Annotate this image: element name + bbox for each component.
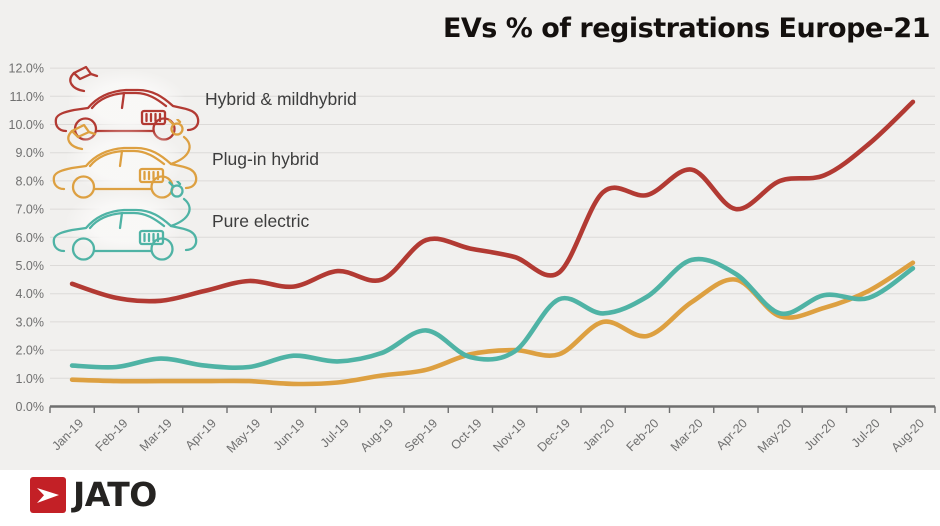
y-tick-label: 11.0% — [9, 90, 44, 104]
x-tick-label: Jul-20 — [849, 416, 883, 450]
x-tick-label: Aug-20 — [889, 416, 927, 454]
series-line-hybrid-mildhybrid — [69, 99, 916, 304]
x-tick-label: Jun-19 — [271, 416, 308, 453]
x-tick-label: Nov-19 — [490, 416, 528, 454]
y-tick-label: 9.0% — [16, 146, 45, 160]
jato-wordmark: JATO — [73, 475, 157, 514]
arrow-glyph — [37, 488, 59, 503]
x-tick-label: May-20 — [755, 416, 794, 455]
x-tick-label: Feb-19 — [93, 416, 131, 454]
x-tick-label: Mar-19 — [137, 416, 175, 454]
y-tick-label: 1.0% — [16, 372, 45, 386]
x-tick-label: Apr-19 — [183, 416, 219, 452]
series-line-pure-electric — [69, 256, 916, 370]
x-tick-label: Jul-19 — [318, 416, 352, 450]
legend-label-plugin-hybrid: Plug-in hybrid — [212, 149, 319, 169]
x-tick-label: Feb-20 — [624, 416, 662, 454]
x-tick-label: Mar-20 — [668, 416, 706, 454]
y-tick-label: 3.0% — [16, 315, 45, 329]
y-tick-label: 12.0% — [9, 62, 44, 76]
x-tick-label: May-19 — [224, 416, 263, 455]
y-tick-label: 7.0% — [16, 203, 45, 217]
jato-arrow-icon — [30, 477, 66, 513]
legend-label-hybrid: Hybrid & mildhybrid — [205, 89, 357, 109]
legend-label-pure-electric: Pure electric — [212, 211, 310, 231]
x-tick-label: Oct-19 — [448, 416, 484, 452]
x-tick-label: Jun-20 — [802, 416, 839, 453]
x-tick-label: Dec-19 — [535, 416, 573, 454]
y-tick-label: 10.0% — [9, 118, 44, 132]
y-tick-label: 0.0% — [16, 400, 45, 414]
x-tick-label: Sep-19 — [402, 416, 440, 454]
x-tick-label: Jan-19 — [49, 416, 86, 453]
electric-car-icon — [50, 181, 200, 265]
x-tick-label: Apr-20 — [714, 416, 750, 452]
x-tick-label: Aug-19 — [358, 416, 396, 454]
y-tick-label: 2.0% — [16, 344, 45, 358]
y-tick-label: 6.0% — [16, 231, 45, 245]
footer — [0, 470, 940, 526]
y-tick-label: 5.0% — [16, 259, 45, 273]
y-tick-label: 8.0% — [16, 174, 45, 188]
x-tick-label: Jan-20 — [580, 416, 617, 453]
chart-title: EVs % of registrations Europe-21 — [442, 13, 931, 44]
y-tick-label: 4.0% — [16, 287, 45, 301]
car-glyph — [52, 181, 198, 261]
jato-logo: JATO — [30, 477, 157, 513]
